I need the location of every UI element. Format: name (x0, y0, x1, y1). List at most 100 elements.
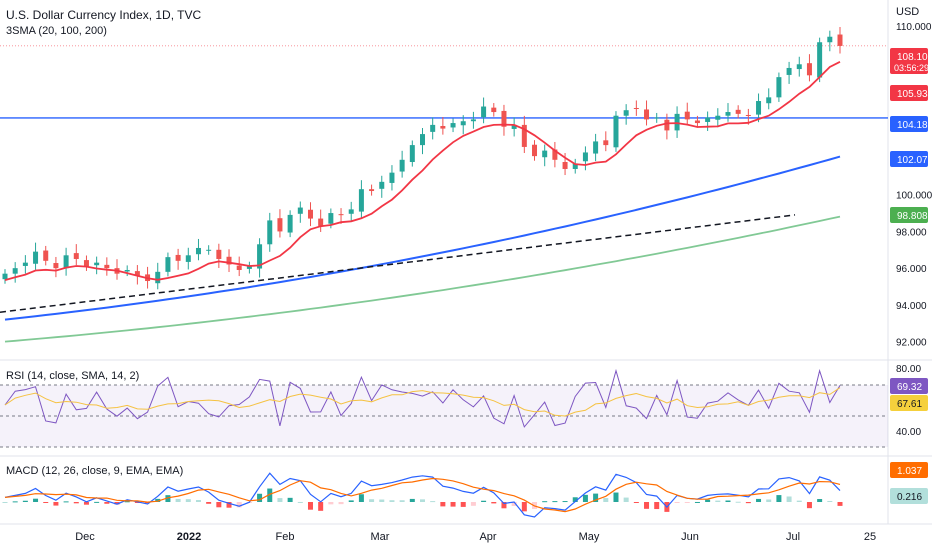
rsi-badge-label: 67.61 (897, 399, 922, 410)
candle-body (165, 257, 171, 272)
macd-histogram-bar (53, 502, 59, 506)
candle-body (369, 189, 375, 192)
candle-body (358, 189, 364, 212)
macd-histogram-bar (766, 499, 772, 502)
candle-body (328, 213, 334, 224)
macd-histogram-bar (338, 502, 344, 505)
price-axis-tick-label: 100.000 (896, 191, 932, 202)
macd-histogram-bar (257, 493, 263, 502)
macd-histogram-bar (481, 500, 487, 502)
candle-body (379, 181, 385, 189)
macd-histogram-bar (114, 502, 120, 505)
macd-histogram-bar (73, 502, 79, 504)
price-badge-label: 108.106 (897, 52, 932, 63)
indicator-macd-legend[interactable]: MACD (12, 26, close, 9, EMA, EMA) (6, 465, 184, 477)
price-badge-label: 98.808 (897, 211, 928, 222)
macd-histogram-bar (307, 502, 313, 510)
macd-histogram-bar (776, 495, 782, 502)
time-axis-label: Jul (786, 531, 800, 543)
trend-line (0, 214, 796, 313)
price-badge-label: 105.934 (897, 89, 932, 100)
candle-body (33, 251, 39, 264)
price-badge-label: 104.180 (897, 120, 932, 131)
macd-histogram-bar (195, 500, 201, 502)
macd-histogram-bar (348, 500, 354, 502)
macd-histogram-bar (12, 501, 18, 503)
macd-histogram-bar (134, 502, 140, 503)
candle-body (521, 124, 527, 147)
candle-body (206, 249, 212, 251)
rsi-axis-tick-label: 80.00 (896, 364, 921, 375)
price-badge (890, 116, 928, 132)
macd-histogram-bar (94, 501, 100, 503)
candle-body (796, 64, 802, 70)
price-badge (890, 48, 928, 74)
macd-histogram-bar (511, 502, 517, 506)
candle-body (684, 111, 690, 120)
macd-histogram-bar (715, 500, 721, 502)
candle-body (155, 271, 161, 284)
macd-histogram-bar (725, 500, 731, 502)
macd-histogram-bar (124, 501, 130, 503)
candle-body (277, 218, 283, 232)
rsi-badge (890, 395, 928, 411)
candle-body (318, 218, 324, 226)
time-axis-label: 2022 (177, 531, 201, 543)
candle-body (511, 124, 517, 129)
macd-line (4, 472, 841, 518)
macd-histogram-bar (43, 502, 49, 503)
candle-body (745, 114, 751, 116)
macd-histogram-bar (552, 501, 558, 503)
indicator-rsi-legend[interactable]: RSI (14, close, SMA, 14, 2) (6, 370, 140, 382)
candle-body (837, 34, 843, 46)
candle-body (705, 117, 711, 122)
candle-body (674, 113, 680, 131)
macd-histogram-bar (521, 502, 527, 512)
candle-body (175, 254, 181, 261)
candle-body (12, 268, 18, 274)
candle-body (725, 112, 731, 116)
sma20-line (4, 60, 841, 281)
candle-body (83, 260, 89, 267)
candle-body (226, 256, 232, 265)
macd-histogram-bar (297, 501, 303, 503)
macd-histogram-bar (756, 498, 762, 502)
candle-body (623, 110, 629, 116)
chart-title: U.S. Dollar Currency Index, 1D, TVC (6, 8, 202, 22)
macd-histogram-bar (705, 499, 711, 502)
indicator-sma-legend[interactable]: 3SMA (20, 100, 200) (6, 25, 107, 37)
macd-histogram-bar (786, 496, 792, 502)
candle-body (654, 117, 660, 119)
candle-body (593, 141, 599, 154)
macd-histogram-bar (470, 502, 476, 506)
candle-body (73, 253, 79, 259)
macd-histogram-bar (318, 502, 324, 511)
macd-histogram-bar (440, 502, 446, 507)
macd-badge (890, 462, 928, 478)
time-axis-label: Mar (371, 531, 390, 543)
macd-histogram-bar (674, 502, 680, 503)
time-axis-label: 25 (864, 531, 876, 543)
candle-body (694, 120, 700, 124)
macd-histogram-bar (267, 488, 273, 502)
macd-histogram-bar (389, 500, 395, 502)
candle-body (501, 110, 507, 127)
macd-histogram-bar (603, 498, 609, 502)
candle-body (572, 163, 578, 169)
macd-histogram-bar (501, 502, 507, 509)
rsi-line (4, 368, 841, 428)
time-axis-label: Jun (681, 531, 699, 543)
candle-body (644, 109, 650, 120)
currency-label: USD (896, 6, 920, 18)
macd-histogram-bar (420, 499, 425, 502)
macd-histogram-bar (796, 500, 802, 502)
macd-histogram-bar (593, 493, 599, 502)
candle-body (633, 108, 639, 109)
candle-body (53, 263, 59, 269)
candle-body (756, 101, 762, 115)
macd-badge-label: 1.037 (897, 466, 922, 477)
price-badge (890, 207, 928, 223)
candle-body (776, 77, 782, 98)
macd-histogram-bar (2, 502, 8, 503)
